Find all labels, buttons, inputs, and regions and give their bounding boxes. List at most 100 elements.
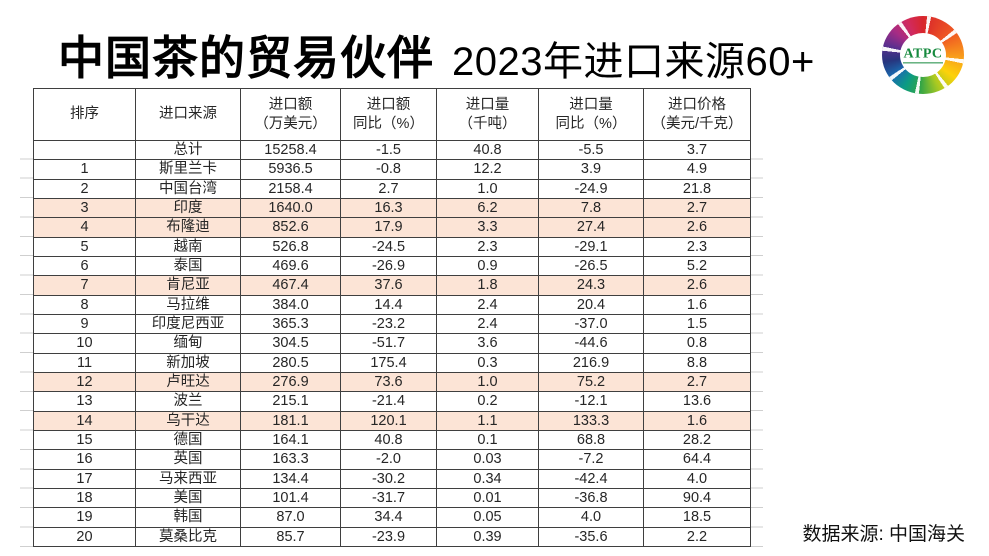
cell-value_yoy: -23.9 xyxy=(340,526,437,547)
cell-volume: 1.8 xyxy=(436,275,539,296)
cell-price: 5.2 xyxy=(643,255,751,277)
cell-value: 101.4 xyxy=(240,487,341,509)
cell-value: 304.5 xyxy=(240,333,341,354)
cell-source: 泰国 xyxy=(135,255,241,277)
column-header: 排序 xyxy=(33,88,136,141)
cell-rank: 8 xyxy=(33,294,136,315)
cell-volume: 3.6 xyxy=(436,333,539,354)
cell-volume: 0.2 xyxy=(436,391,539,412)
cell-value_yoy: 120.1 xyxy=(340,410,437,431)
cell-volume_yoy: 133.3 xyxy=(538,410,644,431)
cell-volume_yoy: 24.3 xyxy=(538,275,644,296)
cell-price: 21.8 xyxy=(643,178,751,199)
cell-price: 1.5 xyxy=(643,313,751,335)
cell-price: 64.4 xyxy=(643,449,751,470)
cell-value: 134.4 xyxy=(240,468,341,489)
cell-value_yoy: 17.9 xyxy=(340,217,437,238)
cell-volume_yoy: -37.0 xyxy=(538,313,644,335)
cell-value: 87.0 xyxy=(240,507,341,528)
cell-rank: 18 xyxy=(33,487,136,509)
cell-price: 1.6 xyxy=(643,410,751,431)
cell-value_yoy: 34.4 xyxy=(340,507,437,528)
cell-volume: 0.9 xyxy=(436,255,539,277)
column-header: 进口价格 （美元/千克） xyxy=(643,88,751,141)
cell-source: 总计 xyxy=(135,139,241,161)
table-body: 总计 15258.4 -1.5 40.8 -5.5 3.7 1 斯里兰卡 5936.5 -0.8 1… xyxy=(33,139,751,547)
cell-volume_yoy: -5.5 xyxy=(538,139,644,161)
gridline-ticks-left xyxy=(20,140,33,547)
cell-rank: 5 xyxy=(33,236,136,257)
table-header: 排序 进口来源 进口额 （万美元） 进口额 同比（%） 进口量 （千吨） 进口量 同比（%） 进口价… xyxy=(33,88,751,141)
cell-price: 2.6 xyxy=(643,275,751,296)
cell-source: 肯尼亚 xyxy=(135,275,241,296)
cell-value_yoy: 14.4 xyxy=(340,294,437,315)
cell-price: 18.5 xyxy=(643,507,751,528)
page-title: 中国茶的贸易伙伴 xyxy=(58,32,434,84)
cell-value_yoy: -21.4 xyxy=(340,391,437,412)
cell-volume: 1.1 xyxy=(436,410,539,431)
cell-price: 0.8 xyxy=(643,333,751,354)
cell-volume: 0.01 xyxy=(436,487,539,509)
cell-volume_yoy: 27.4 xyxy=(538,217,644,238)
cell-source: 马拉维 xyxy=(135,294,241,315)
trade-partners-table: 排序 进口来源 进口额 （万美元） 进口额 同比（%） 进口量 （千吨） 进口量 同比（%） 进口价… xyxy=(33,88,751,547)
cell-price: 2.7 xyxy=(643,371,751,393)
cell-volume_yoy: -12.1 xyxy=(538,391,644,412)
cell-volume: 0.34 xyxy=(436,468,539,489)
cell-volume: 1.0 xyxy=(436,178,539,199)
cell-source: 德国 xyxy=(135,429,241,451)
cell-source: 韩国 xyxy=(135,507,241,528)
column-header: 进口来源 xyxy=(135,88,241,141)
cell-rank: 7 xyxy=(33,275,136,296)
cell-price: 13.6 xyxy=(643,391,751,412)
table-row: 15 德国 164.1 40.8 0.1 68.8 28.2 xyxy=(33,429,751,451)
cell-price: 90.4 xyxy=(643,487,751,509)
cell-volume: 0.05 xyxy=(436,507,539,528)
table-row: 3 印度 1640.0 16.3 6.2 7.8 2.7 xyxy=(33,197,751,219)
cell-rank: 15 xyxy=(33,429,136,451)
cell-value_yoy: -51.7 xyxy=(340,333,437,354)
cell-rank: 20 xyxy=(33,526,136,547)
cell-value_yoy: -31.7 xyxy=(340,487,437,509)
cell-source: 印度尼西亚 xyxy=(135,313,241,335)
cell-volume: 0.03 xyxy=(436,449,539,470)
cell-price: 2.2 xyxy=(643,526,751,547)
cell-volume_yoy: 68.8 xyxy=(538,429,644,451)
table-row: 4 布隆迪 852.6 17.9 3.3 27.4 2.6 xyxy=(33,217,751,238)
cell-rank: 14 xyxy=(33,410,136,431)
cell-volume_yoy: -29.1 xyxy=(538,236,644,257)
page-subtitle: 2023年进口来源60+ xyxy=(452,40,815,84)
cell-price: 4.0 xyxy=(643,468,751,489)
cell-volume: 2.4 xyxy=(436,294,539,315)
table-row: 16 英国 163.3 -2.0 0.03 -7.2 64.4 xyxy=(33,449,751,470)
cell-value_yoy: 2.7 xyxy=(340,178,437,199)
gridline-ticks-right xyxy=(750,140,763,547)
cell-rank: 1 xyxy=(33,159,136,180)
cell-value: 164.1 xyxy=(240,429,341,451)
cell-rank: 13 xyxy=(33,391,136,412)
cell-volume_yoy: -24.9 xyxy=(538,178,644,199)
cell-volume_yoy: 20.4 xyxy=(538,294,644,315)
cell-value: 469.6 xyxy=(240,255,341,277)
cell-value_yoy: -30.2 xyxy=(340,468,437,489)
cell-rank: 6 xyxy=(33,255,136,277)
table-row: 12 卢旺达 276.9 73.6 1.0 75.2 2.7 xyxy=(33,371,751,393)
cell-source: 布隆迪 xyxy=(135,217,241,238)
table-row: 10 缅甸 304.5 -51.7 3.6 -44.6 0.8 xyxy=(33,333,751,354)
cell-rank xyxy=(33,139,136,161)
cell-source: 越南 xyxy=(135,236,241,257)
table-row: 17 马来西亚 134.4 -30.2 0.34 -42.4 4.0 xyxy=(33,468,751,489)
cell-source: 斯里兰卡 xyxy=(135,159,241,180)
cell-source: 马来西亚 xyxy=(135,468,241,489)
column-header: 进口量 同比（%） xyxy=(538,88,644,141)
cell-value: 2158.4 xyxy=(240,178,341,199)
table-row: 18 美国 101.4 -31.7 0.01 -36.8 90.4 xyxy=(33,487,751,509)
table-row: 20 莫桑比克 85.7 -23.9 0.39 -35.6 2.2 xyxy=(33,526,751,547)
cell-volume_yoy: -7.2 xyxy=(538,449,644,470)
cell-volume_yoy: 75.2 xyxy=(538,371,644,393)
cell-volume: 2.3 xyxy=(436,236,539,257)
cell-volume_yoy: 216.9 xyxy=(538,352,644,373)
column-header: 进口额 （万美元） xyxy=(240,88,341,141)
cell-rank: 9 xyxy=(33,313,136,335)
